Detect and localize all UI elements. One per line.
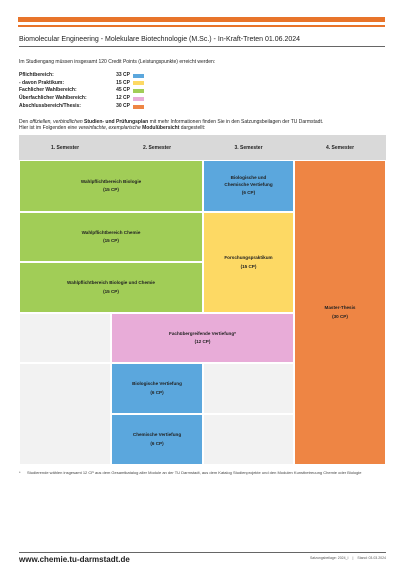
- module-cp: (12 CP): [194, 339, 211, 344]
- summary-label: Fachlicher Wahlbereich:: [19, 87, 77, 94]
- strong-text: Modulübersicht: [140, 125, 180, 132]
- module-cp: (6 CP): [150, 440, 164, 446]
- color-swatch: [133, 104, 144, 109]
- empty-cell: [203, 414, 294, 465]
- empty-cell: [19, 363, 111, 465]
- module-name: Biologische Vertiefung: [132, 381, 182, 386]
- header-accent-bar: [18, 17, 385, 22]
- footer-divider: [19, 552, 386, 553]
- text: dargestellt:: [179, 125, 206, 132]
- summary-value: 12 CP: [116, 95, 130, 102]
- website-link[interactable]: www.chemie.tu-darmstadt.de: [19, 555, 130, 564]
- module-fachuebergreifende-vertiefung: Fachübergreifende Vertiefung* (12 CP): [111, 313, 294, 363]
- summary-label: - davon Praktikum:: [19, 79, 65, 86]
- empty-cell: [203, 363, 294, 414]
- intro-text: Im Studiengang müssen insgesamt 120 Cred…: [19, 59, 216, 65]
- color-swatch: [133, 89, 144, 94]
- module-name: Wahlpflichtbereich Chemie: [81, 229, 141, 235]
- text: Hier ist im Folgenden eine: [19, 125, 79, 132]
- module-name: Master-Thesis: [324, 305, 356, 310]
- semester-header-4: 4. Semester: [325, 144, 355, 151]
- plan-description-line: Hier ist im Folgenden eine vereinfachte,…: [19, 125, 389, 131]
- summary-label: Überfachlicher Wahlbereich:: [19, 95, 87, 102]
- module-name: Wahlpflichtbereich Biologie: [80, 178, 142, 184]
- module-biologische-chemische-vertiefung: Biologische und Chemische Vertiefung (6 …: [203, 160, 294, 212]
- module-wahlpflicht-chemie: Wahlpflichtbereich Chemie (15 CP): [19, 212, 203, 262]
- separator: |: [352, 556, 354, 560]
- color-swatch: [133, 96, 144, 101]
- summary-value: 30 CP: [116, 102, 130, 109]
- header-accent-line: [18, 25, 385, 27]
- summary-label: Abschlussbereich/Thesis:: [19, 102, 81, 109]
- color-swatch: [133, 73, 144, 78]
- summary-label: Pflichtbereich:: [19, 72, 54, 78]
- plan-description: Den offiziellen, verbindlichen Studien- …: [19, 119, 389, 132]
- footnote-marker: *: [19, 470, 21, 475]
- emphasis-text: vereinfachte, exemplarische: [78, 125, 141, 132]
- semester-header-3: 3. Semester: [234, 144, 263, 151]
- satzung-label: Satzungsbeilage: 2024_I: [309, 556, 349, 560]
- module-name: Biologische und Chemische Vertiefung: [224, 175, 273, 187]
- color-swatch: [133, 81, 144, 86]
- module-cp: (6 CP): [241, 190, 256, 196]
- plan-description-line: Den offiziellen, verbindlichen Studien- …: [19, 119, 389, 125]
- credit-summary: Pflichtbereich: 33 CP - davon Praktikum:…: [19, 72, 159, 110]
- semester-header-row: 1. Semester 2. Semester 3. Semester 4. S…: [19, 135, 386, 160]
- module-name: Chemische Vertiefung: [132, 432, 182, 437]
- emphasis-text: offiziellen, verbindlichen: [29, 119, 83, 125]
- text: mit mehr Informationen finden Sie in den…: [148, 119, 324, 125]
- summary-row-pflicht: Pflichtbereich: 33 CP: [19, 72, 159, 80]
- strong-text: Studien- und Prüfungsplan: [82, 119, 149, 125]
- module-wahlpflicht-biologie: Wahlpflichtbereich Biologie (15 CP): [19, 160, 203, 212]
- module-cp: (6 CP): [150, 389, 164, 395]
- stand-label: Stand: 03.03.2024: [357, 556, 386, 560]
- empty-cell: [19, 313, 111, 363]
- footer-meta: Satzungsbeilage: 2024_I | Stand: 03.03.202…: [306, 556, 386, 560]
- module-master-thesis: Master-Thesis (30 CP): [294, 160, 386, 465]
- module-cp: (30 CP): [332, 313, 348, 319]
- module-cp: (15 CP): [103, 238, 119, 243]
- module-name: Wahlpflichtbereich Biologie und Chemie: [67, 280, 155, 285]
- summary-value: 45 CP: [116, 87, 130, 94]
- summary-row-ueberfachlich: Überfachlicher Wahlbereich: 12 CP: [19, 95, 159, 103]
- module-forschungspraktikum: Forschungspraktikum (15 CP): [203, 212, 294, 313]
- module-cp: (15 CP): [103, 288, 119, 294]
- summary-row-thesis: Abschlussbereich/Thesis: 30 CP: [19, 103, 159, 111]
- module-name: Forschungspraktikum: [224, 255, 273, 260]
- module-cp: (15 CP): [240, 263, 257, 269]
- summary-value: 33 CP: [116, 72, 130, 78]
- footnote-text: Studierende wählen insgesamt 12 CP aus d…: [27, 470, 362, 475]
- semester-header-1: 1. Semester: [50, 144, 80, 151]
- module-chemische-vertiefung: Chemische Vertiefung (6 CP): [111, 414, 203, 465]
- summary-row-praktikum: - davon Praktikum: 15 CP: [19, 80, 159, 88]
- summary-value: 15 CP: [116, 79, 130, 86]
- document-title: Biomolecular Engineering - Molekulare Bi…: [19, 35, 385, 47]
- module-cp: (15 CP): [103, 187, 119, 192]
- semester-header-2: 2. Semester: [142, 144, 172, 151]
- module-name: Fachübergreifende Vertiefung*: [169, 330, 236, 336]
- module-biologische-vertiefung: Biologische Vertiefung (6 CP): [111, 363, 203, 414]
- summary-row-fachlich: Fachlicher Wahlbereich: 45 CP: [19, 87, 159, 95]
- text: Den: [19, 119, 30, 125]
- module-overview-grid: 1. Semester 2. Semester 3. Semester 4. S…: [19, 135, 386, 465]
- module-wahlpflicht-biologie-chemie: Wahlpflichtbereich Biologie und Chemie (…: [19, 262, 203, 313]
